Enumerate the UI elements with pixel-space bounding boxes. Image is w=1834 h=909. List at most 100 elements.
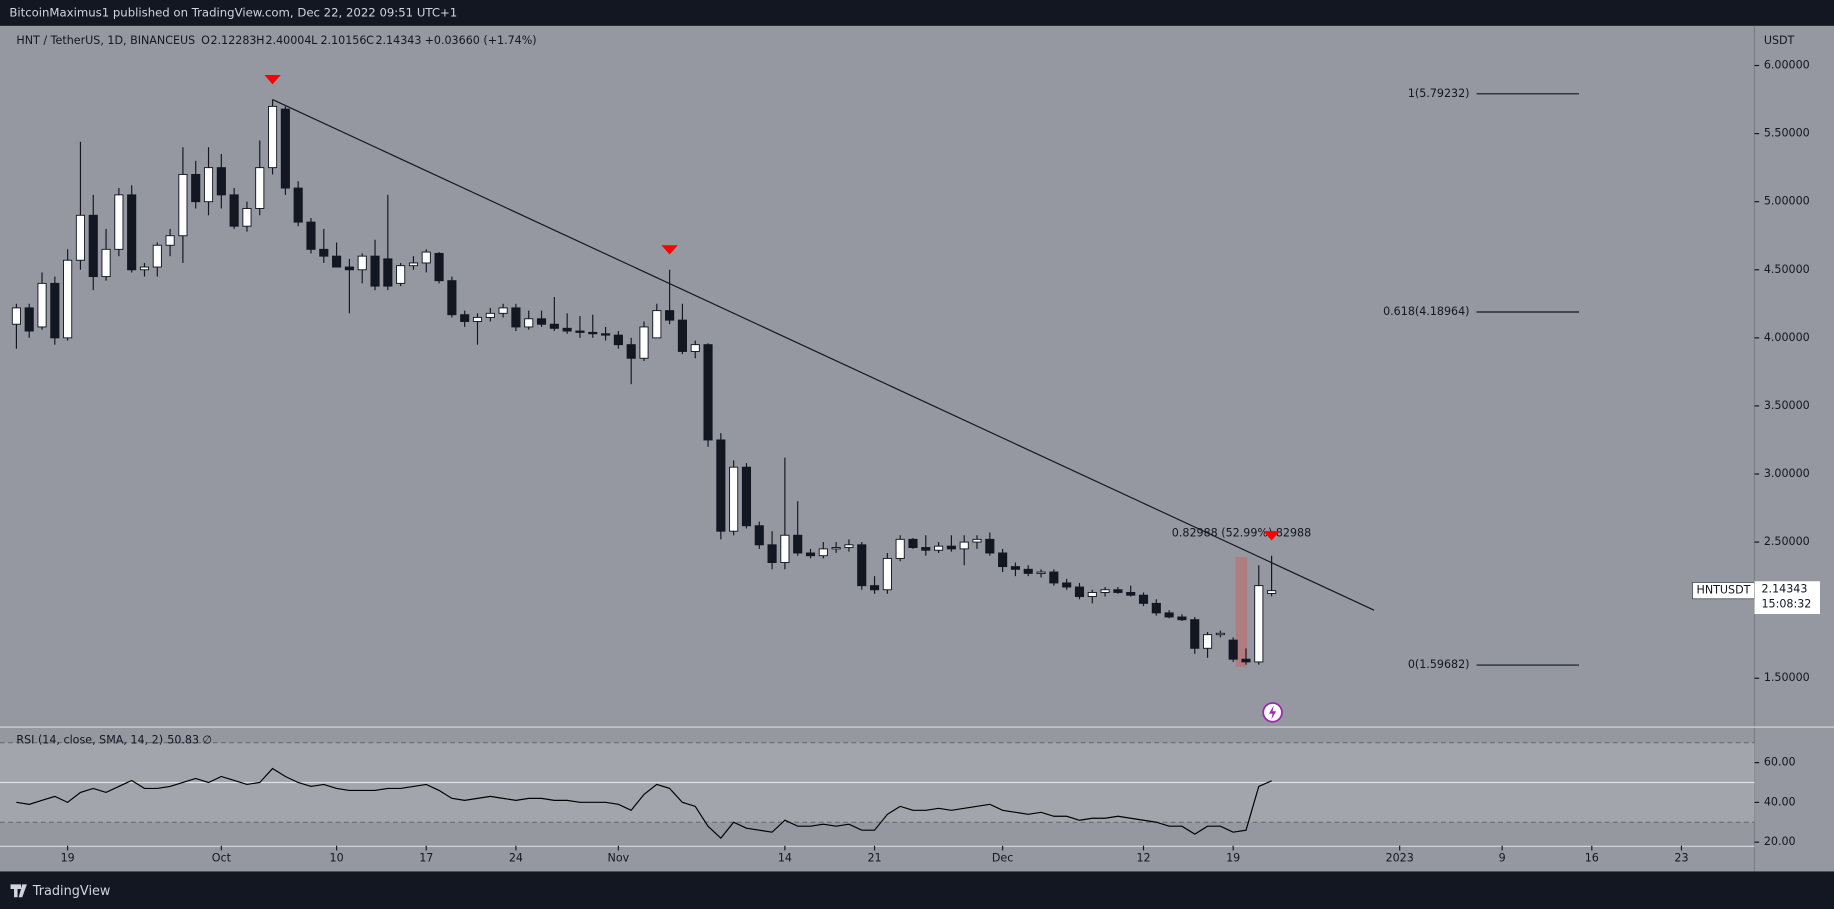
measure-box — [1235, 557, 1248, 667]
alert-icon[interactable] — [1262, 702, 1283, 723]
rsi-value: 50.83 — [167, 733, 199, 746]
candle-body — [152, 244, 162, 268]
candle-body — [306, 221, 316, 250]
candle-body — [1138, 594, 1149, 604]
x-tick-label: Dec — [992, 852, 1014, 865]
candle-body — [11, 307, 21, 325]
candle-body — [178, 173, 188, 237]
candle-body — [447, 280, 457, 316]
candle-body — [127, 194, 137, 271]
symbol-tag-label: HNTUSDT — [1696, 584, 1750, 597]
x-tick-label: 24 — [509, 852, 523, 865]
candle-body — [460, 314, 470, 322]
candle-body — [652, 310, 662, 339]
x-tick-label: 19 — [61, 852, 75, 865]
x-tick-label: Oct — [212, 852, 232, 865]
candle-body — [1100, 589, 1110, 593]
ohlc-value: 2.40004 — [266, 34, 312, 47]
candle-body — [1049, 571, 1059, 584]
candle-body — [242, 208, 252, 227]
candle-body — [1241, 658, 1251, 663]
candle-body — [357, 255, 367, 271]
ohlc-value: 2.14343 — [375, 34, 421, 47]
candle-body — [549, 323, 559, 329]
candle-body — [344, 266, 354, 271]
ohlc-key: C — [366, 34, 374, 47]
candle-body — [741, 466, 752, 527]
peak-marker — [1263, 531, 1280, 541]
fib-label: 0.618(4.18964) — [1383, 305, 1469, 318]
candle-body — [75, 214, 86, 261]
rsi-y-tick-label: 60.00 — [1764, 756, 1796, 769]
candle-body — [63, 259, 73, 339]
y-tick-label: 3.00000 — [1764, 467, 1810, 480]
candle-body — [831, 547, 841, 550]
candle-body — [114, 194, 124, 250]
candle-body — [498, 307, 508, 314]
candle-body — [216, 167, 226, 196]
x-tick-label: 17 — [419, 852, 433, 865]
candle-body — [37, 282, 47, 328]
publisher: BitcoinMaximus1 published on TradingView… — [9, 5, 457, 19]
candle-body — [383, 258, 393, 287]
rsi-line — [16, 767, 1272, 839]
candle-body — [1126, 591, 1136, 596]
x-tick-label: 12 — [1136, 852, 1150, 865]
candle-body — [536, 318, 547, 325]
candle-body — [972, 538, 982, 543]
candle-body — [908, 538, 918, 548]
price-tag-countdown: 15:08:32 — [1761, 598, 1811, 611]
candle-body — [191, 173, 201, 203]
candle-body — [268, 105, 278, 169]
candle-body — [921, 547, 931, 551]
candle-body — [280, 108, 290, 189]
y-tick-label: 5.50000 — [1764, 127, 1810, 140]
y-tick-label: 5.00000 — [1764, 195, 1810, 208]
candle-body — [1202, 634, 1213, 649]
candle-body — [857, 544, 867, 587]
candle-body — [139, 266, 150, 271]
candle-body — [588, 331, 598, 335]
fib-label: 1(5.79232) — [1408, 87, 1470, 100]
candle-body — [50, 282, 60, 339]
candle-body — [408, 262, 419, 267]
candle-body — [1254, 585, 1264, 663]
candle-body — [1010, 566, 1020, 570]
x-tick-label: 19 — [1226, 852, 1240, 865]
x-tick-label: 9 — [1499, 852, 1506, 865]
x-tick-label: 10 — [330, 852, 344, 865]
candle-body — [1062, 582, 1072, 588]
candle-body — [754, 525, 764, 546]
ohlc-key: L — [311, 34, 318, 47]
candle-body — [1113, 589, 1123, 593]
candle-body — [985, 538, 995, 554]
y-tick-label: 4.50000 — [1764, 263, 1810, 276]
candle-body — [575, 330, 585, 333]
candle-body — [1036, 571, 1046, 574]
candle-body — [703, 344, 713, 441]
candle-body — [165, 235, 175, 246]
candle-body — [729, 466, 739, 532]
candle-body — [613, 334, 623, 346]
candle-body — [626, 344, 636, 359]
fib-label: 0(1.59682) — [1408, 658, 1470, 671]
candle-body — [370, 255, 380, 287]
x-tick-label: 14 — [778, 852, 792, 865]
trendline — [272, 99, 1375, 611]
logo — [10, 884, 27, 898]
candle-body — [1267, 590, 1277, 594]
candle-body — [639, 326, 649, 359]
candle-body — [203, 167, 214, 203]
candle-body — [421, 251, 431, 264]
price-tag — [1754, 581, 1820, 615]
footer — [0, 871, 1834, 909]
y-tick-label: 4.00000 — [1764, 331, 1810, 344]
candle-body — [485, 312, 495, 318]
x-tick-label: 16 — [1585, 852, 1599, 865]
candle-body — [1215, 632, 1225, 636]
candle-body — [434, 252, 444, 282]
candle-body — [332, 255, 342, 268]
candle-body — [895, 538, 905, 559]
